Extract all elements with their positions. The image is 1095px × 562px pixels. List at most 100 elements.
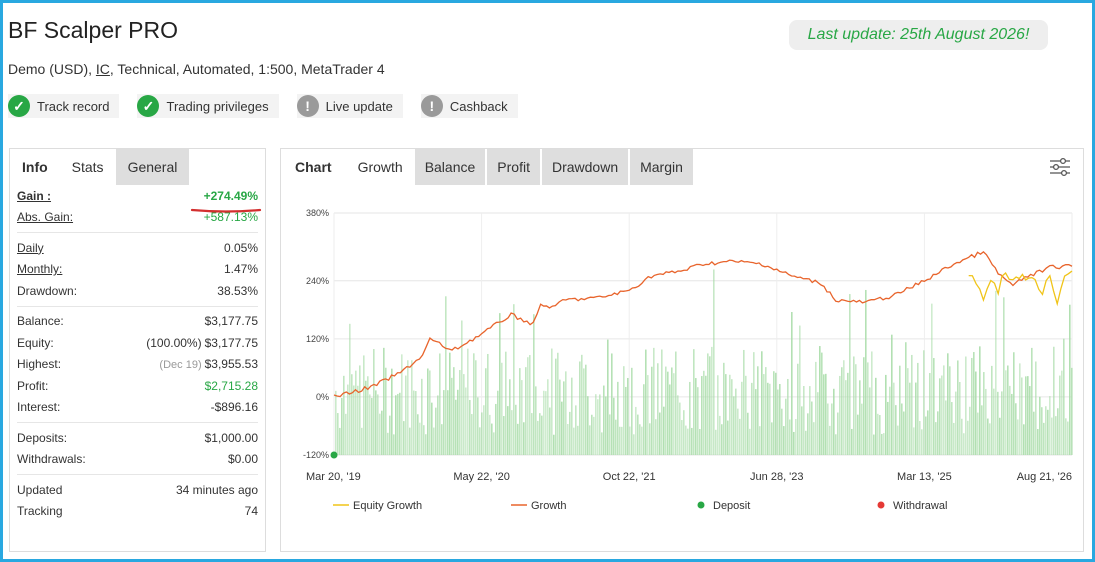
tab-drawdown[interactable]: Drawdown [541, 149, 629, 185]
volume-bar [471, 414, 473, 455]
settings-sliders-icon[interactable] [1049, 157, 1071, 177]
volume-bar [415, 391, 417, 455]
tab-chart[interactable]: Chart [295, 159, 332, 175]
badge-label: Trading privileges [166, 98, 269, 114]
volume-bar [817, 392, 819, 455]
y-tick-label: 380% [306, 208, 329, 218]
volume-bar [795, 419, 797, 455]
volume-bar [619, 426, 621, 455]
volume-bar [439, 353, 441, 455]
tab-growth[interactable]: Growth [357, 159, 403, 175]
volume-bar [387, 432, 389, 455]
volume-bar [979, 346, 981, 455]
volume-bar [743, 349, 745, 455]
stat-label: Profit: [17, 378, 49, 393]
tab-profit[interactable]: Profit [487, 149, 540, 185]
volume-bar [621, 426, 623, 455]
volume-bar [583, 368, 585, 455]
volume-bar [867, 362, 869, 455]
page-title: BF Scalper PRO [8, 17, 178, 43]
volume-bar [853, 356, 855, 455]
volume-bar [921, 429, 923, 455]
volume-bar [687, 428, 689, 455]
volume-bar [537, 420, 539, 455]
stat-note: (100.00%) [146, 335, 202, 350]
volume-bar [587, 396, 589, 455]
volume-bar [637, 414, 639, 455]
volume-bar [635, 406, 637, 455]
volume-bar [1033, 411, 1035, 455]
volume-bar [741, 381, 743, 455]
volume-bar [419, 422, 421, 455]
stat-value: 0.05% [223, 240, 258, 255]
x-tick-label: Jun 28, '23 [750, 471, 803, 483]
volume-bar [593, 416, 595, 455]
stat-value: $0.00 [227, 452, 258, 467]
volume-bar [987, 418, 989, 455]
tab-general[interactable]: General [115, 149, 190, 185]
volume-bar [1013, 352, 1015, 455]
badge-cashback[interactable]: ! Cashback [420, 94, 518, 118]
volume-bar [903, 411, 905, 455]
volume-bar [347, 384, 349, 455]
volume-bar [691, 427, 693, 455]
legend-label: Deposit [713, 500, 750, 512]
stat-label[interactable]: Abs. Gain: [17, 210, 74, 225]
volume-bar [381, 410, 383, 455]
volume-bar [617, 381, 619, 455]
volume-bar [1039, 396, 1041, 455]
x-tick-label: May 22, '20 [453, 471, 510, 483]
volume-bar [551, 348, 553, 455]
volume-bar [981, 405, 983, 455]
volume-bar [739, 418, 741, 455]
volume-bar [389, 415, 391, 455]
volume-bar [369, 394, 371, 455]
growth-chart[interactable]: 380% 240% 120% 0% -120% Mar 20, '19 May 22, '2… [281, 185, 1085, 551]
volume-bar [763, 374, 765, 455]
volume-bar [991, 365, 993, 455]
volume-bar [983, 372, 985, 455]
stat-note: (Dec 19) [159, 359, 202, 372]
broker-link[interactable]: IC [95, 61, 110, 77]
volume-bar [821, 352, 823, 455]
volume-bar [887, 401, 889, 455]
stat-label[interactable]: Monthly: [17, 262, 63, 277]
volume-bar [781, 408, 783, 455]
legend-label: Withdrawal [893, 500, 947, 512]
tab-margin[interactable]: Margin [630, 149, 693, 185]
volume-bar [1057, 408, 1059, 455]
badge-track-record[interactable]: ✓ Track record [8, 94, 120, 118]
stat-label[interactable]: Gain : [17, 188, 52, 203]
volume-bar [461, 320, 463, 455]
volume-bar [581, 354, 583, 455]
volume-bar [705, 375, 707, 455]
volume-bar [1069, 304, 1071, 455]
volume-bar [527, 357, 529, 455]
tab-balance[interactable]: Balance [414, 149, 486, 185]
volume-bar [355, 370, 357, 455]
divider [17, 422, 258, 423]
stat-label[interactable]: Daily [17, 240, 44, 255]
volume-bar [693, 349, 695, 455]
volume-bar [651, 366, 653, 455]
volume-bar [961, 418, 963, 455]
volume-bar [953, 422, 955, 455]
tab-stats[interactable]: Stats [59, 149, 116, 185]
volume-bar [689, 381, 691, 455]
stat-value: (100.00%) $3,177.75 [146, 336, 258, 350]
volume-bar [959, 382, 961, 455]
volume-bar [721, 424, 723, 455]
volume-bar [1037, 429, 1039, 455]
badge-live-update[interactable]: ! Live update [296, 94, 403, 118]
tab-info[interactable]: Info [22, 159, 48, 175]
last-update-banner: Last update: 25th August 2026! [789, 20, 1048, 50]
status-badges: ✓ Track record ✓ Trading privileges ! Li… [8, 94, 518, 118]
volume-bar [957, 360, 959, 455]
stat-label: Highest: [17, 357, 62, 372]
stat-value: 1.47% [223, 262, 258, 277]
chart-tabs: Chart Growth Balance Profit Drawdown Mar… [281, 149, 1083, 185]
y-tick-label: 240% [306, 276, 329, 286]
volume-bar [611, 353, 613, 455]
badge-trading-privileges[interactable]: ✓ Trading privileges [137, 94, 279, 118]
exclamation-icon: ! [420, 95, 443, 117]
